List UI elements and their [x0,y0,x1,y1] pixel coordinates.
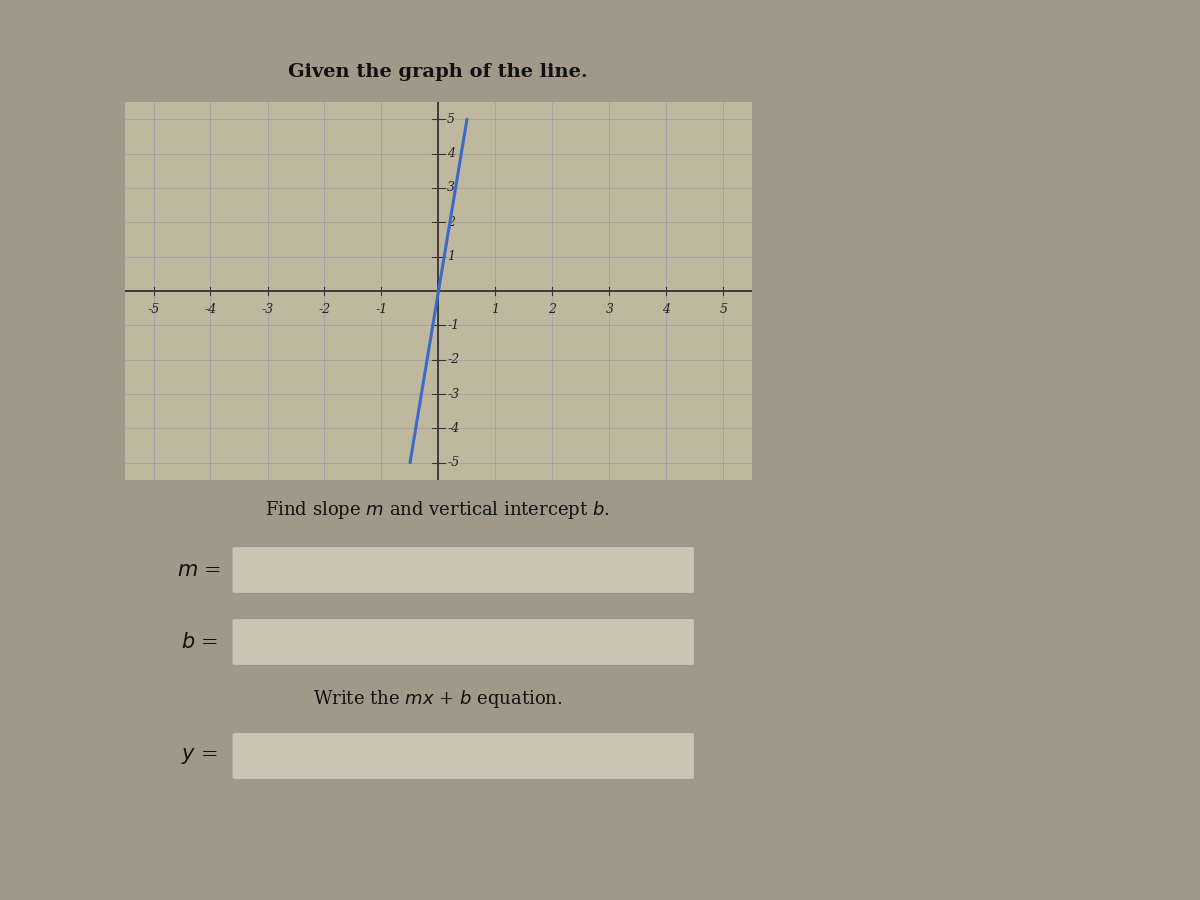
Text: -4: -4 [204,303,217,316]
Text: 2: 2 [448,216,455,229]
Text: 3: 3 [448,182,455,194]
Text: 1: 1 [492,303,499,316]
Text: -1: -1 [448,319,460,332]
Text: -3: -3 [448,388,460,400]
Text: 5: 5 [448,112,455,126]
Text: -4: -4 [448,422,460,435]
Text: $\mathit{y}$ =: $\mathit{y}$ = [181,746,218,766]
Text: -2: -2 [318,303,331,316]
FancyBboxPatch shape [232,618,695,666]
Text: Write the $\mathit{mx}$ + $\mathit{b}$ equation.: Write the $\mathit{mx}$ + $\mathit{b}$ e… [313,688,563,710]
Text: 5: 5 [720,303,727,316]
FancyBboxPatch shape [232,546,695,594]
Text: 4: 4 [662,303,671,316]
Text: -5: -5 [148,303,160,316]
Text: -2: -2 [448,353,460,366]
FancyBboxPatch shape [232,733,695,779]
Text: 1: 1 [448,250,455,263]
Text: -1: -1 [376,303,388,316]
Text: 3: 3 [606,303,613,316]
Text: $\mathit{m}$ =: $\mathit{m}$ = [178,561,222,580]
Text: -5: -5 [448,456,460,469]
Text: 4: 4 [448,147,455,160]
Text: $\mathit{b}$ =: $\mathit{b}$ = [181,632,218,652]
Text: Find slope $\mathit{m}$ and vertical intercept $\mathit{b}$.: Find slope $\mathit{m}$ and vertical int… [265,499,610,521]
Text: Given the graph of the line.: Given the graph of the line. [288,63,587,81]
Text: -3: -3 [262,303,274,316]
Text: 2: 2 [548,303,557,316]
